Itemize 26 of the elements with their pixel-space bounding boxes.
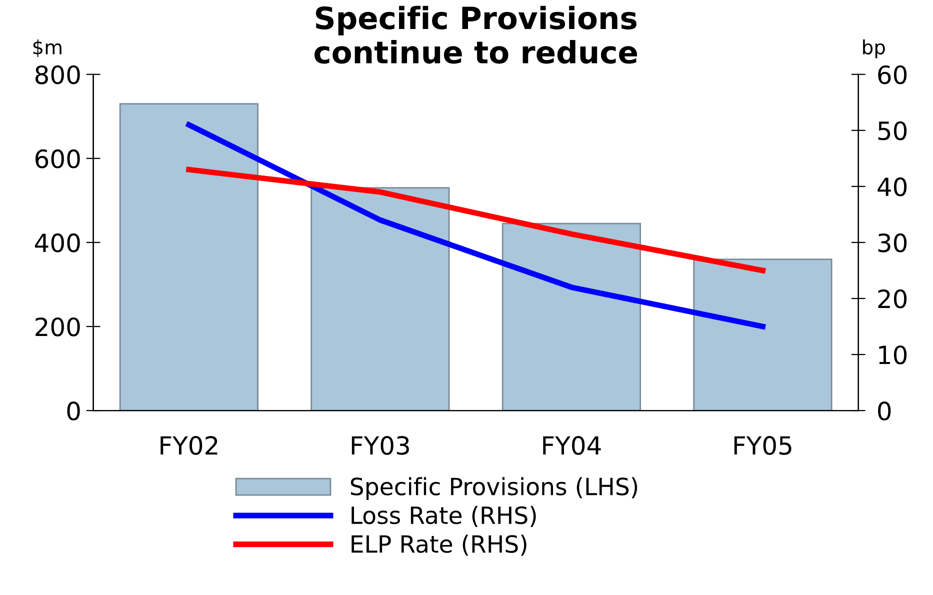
- y2-tick-label: 60: [878, 65, 907, 84]
- y2-tick-label: 50: [878, 121, 907, 140]
- legend-label: Loss Rate (RHS): [352, 506, 536, 527]
- x-tick-label: FY05: [734, 436, 792, 455]
- y-tick-label: 400: [35, 233, 80, 252]
- y-axis-title: $m: [33, 39, 62, 58]
- x-tick-label: FY02: [160, 436, 218, 455]
- legend-label: ELP Rate (RHS): [352, 534, 526, 556]
- bar: [119, 103, 258, 411]
- y2-tick-label: 20: [878, 289, 907, 308]
- y2-tick-label: 30: [878, 233, 907, 252]
- bar: [310, 187, 450, 411]
- y-tick-label: 200: [36, 317, 80, 336]
- legend-label: Specific Provisions (LHS): [350, 477, 638, 500]
- y-tick-label: 600: [36, 149, 80, 168]
- bar: [693, 258, 832, 411]
- y2-tick-label: 0: [878, 401, 891, 420]
- bar: [502, 222, 642, 411]
- y-tick-label: 0: [67, 401, 80, 420]
- x-tick-label: FY03: [352, 436, 409, 455]
- x-tick-label: FY04: [543, 436, 601, 455]
- y2-tick-label: 40: [878, 177, 907, 196]
- y2-axis-title: bp: [863, 39, 885, 58]
- y-tick-label: 800: [35, 65, 80, 84]
- y2-tick-label: 10: [879, 345, 907, 364]
- chart-title: Specific Provisions continue to reduce: [314, 6, 637, 64]
